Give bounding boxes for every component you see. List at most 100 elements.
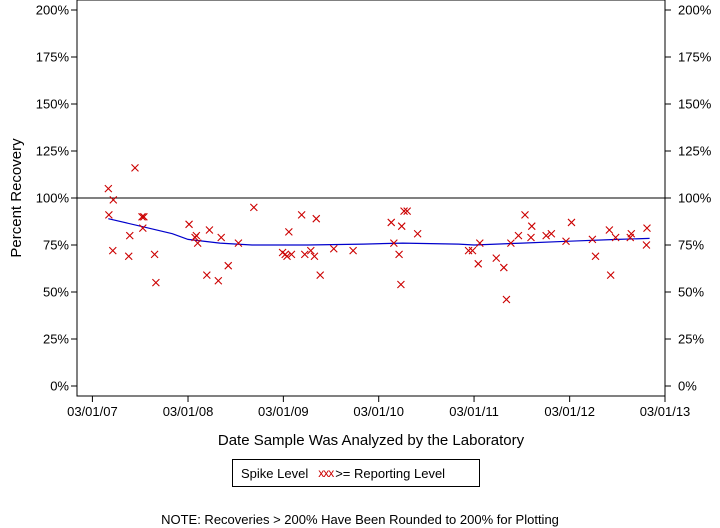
data-point-stroke <box>108 246 117 255</box>
x-axis-title: Date Sample Was Analyzed by the Laborato… <box>218 432 525 449</box>
data-point-stroke <box>349 246 357 255</box>
y-axis-title: Percent Recovery <box>8 138 25 258</box>
data-point-stroke <box>400 207 408 216</box>
y-tick-label-right: 50% <box>678 285 704 300</box>
data-point-stroke <box>104 184 113 193</box>
data-point <box>567 218 576 227</box>
data-point-stroke <box>606 271 615 279</box>
data-point <box>202 271 211 279</box>
data-point-stroke <box>104 211 113 219</box>
data-point-stroke <box>627 229 636 238</box>
data-point-stroke <box>125 231 134 240</box>
data-point <box>297 211 306 219</box>
data-point-stroke <box>527 222 536 231</box>
data-point-stroke <box>297 211 306 219</box>
data-point-stroke <box>185 220 193 229</box>
x-tick-label: 03/01/13 <box>640 404 691 419</box>
y-tick-label-left: 175% <box>36 50 70 65</box>
data-point-stroke <box>131 164 139 172</box>
data-point <box>131 164 139 172</box>
data-point-stroke <box>224 261 233 270</box>
data-point <box>611 233 620 242</box>
x-tick-label: 03/01/11 <box>449 404 499 419</box>
data-point <box>627 229 636 238</box>
data-point-stroke <box>474 259 483 268</box>
x-axis: 03/01/07 03/01/08 03/01/09 03/01/10 03/01/11… <box>67 396 690 419</box>
data-point <box>642 241 651 249</box>
data-point-stroke <box>310 252 319 261</box>
data-point <box>193 239 202 248</box>
data-point <box>217 233 226 242</box>
data-point <box>138 224 147 232</box>
legend: Spike Level xxx >= Reporting Level <box>232 459 480 487</box>
data-point <box>527 222 536 231</box>
y-tick-label-left: 150% <box>36 97 70 112</box>
data-point-stroke <box>514 231 523 240</box>
data-point <box>312 214 321 223</box>
y-tick-label-left: 25% <box>43 332 69 347</box>
data-point-stroke <box>502 295 511 304</box>
data-point <box>104 184 113 193</box>
data-point-stroke <box>642 241 651 249</box>
y-tick-label-right: 0% <box>678 379 697 394</box>
trend-line <box>108 218 650 246</box>
data-point <box>300 250 309 259</box>
y-axis-left: 0% 25% 50% 75% 100% 125% 150% 175% 200% <box>36 3 77 394</box>
data-point <box>124 252 133 261</box>
data-point <box>151 278 160 287</box>
data-point <box>125 231 134 240</box>
data-point <box>521 211 529 219</box>
x-tick-label: 03/01/08 <box>163 404 214 419</box>
data-point-stroke <box>284 227 293 236</box>
x-tick-label: 03/01/07 <box>67 404 118 419</box>
data-point <box>349 246 357 255</box>
data-point <box>316 271 325 279</box>
data-point-stroke <box>397 222 406 231</box>
y-tick-label-right: 100% <box>678 191 712 206</box>
legend-entry: >= Reporting Level <box>335 465 446 481</box>
y-tick-label-right: 75% <box>678 238 704 253</box>
data-point-stroke <box>316 271 325 279</box>
data-point-stroke <box>202 271 211 279</box>
data-point-stroke <box>506 239 515 248</box>
data-point <box>474 259 483 268</box>
data-point-stroke <box>214 276 223 285</box>
data-point <box>109 195 118 204</box>
y-tick-label-left: 125% <box>36 144 70 159</box>
data-point <box>287 250 296 259</box>
y-tick-label-right: 175% <box>678 50 712 65</box>
data-point <box>542 231 551 240</box>
data-point <box>329 244 338 253</box>
data-point-stroke <box>217 233 226 242</box>
data-point <box>234 239 243 248</box>
data-point-stroke <box>138 224 147 232</box>
y-tick-label-left: 50% <box>43 285 69 300</box>
data-point-stroke <box>605 226 614 234</box>
data-point <box>591 252 600 261</box>
data-point-stroke <box>329 244 338 253</box>
y-tick-label-left: 75% <box>43 238 69 253</box>
x-tick-label: 03/01/10 <box>353 404 404 419</box>
y-tick-label-left: 100% <box>36 191 70 206</box>
data-point <box>205 226 214 234</box>
data-point <box>403 207 412 216</box>
data-point-stroke <box>234 239 243 248</box>
data-point <box>562 237 570 246</box>
data-point <box>464 246 473 255</box>
data-point <box>547 229 556 238</box>
data-point-stroke <box>527 233 535 242</box>
data-point <box>150 250 159 259</box>
data-point-stroke <box>124 252 133 261</box>
y-tick-label-right: 125% <box>678 144 712 159</box>
data-point-stroke <box>389 239 398 248</box>
data-point-stroke <box>193 239 202 248</box>
data-point-stroke <box>468 246 477 255</box>
data-point-stroke <box>192 231 201 240</box>
data-point <box>387 218 396 227</box>
data-point-stroke <box>283 252 291 261</box>
data-point-stroke <box>109 195 118 204</box>
data-point-stroke <box>591 252 600 261</box>
data-point-stroke <box>287 250 296 259</box>
data-point <box>395 250 403 259</box>
